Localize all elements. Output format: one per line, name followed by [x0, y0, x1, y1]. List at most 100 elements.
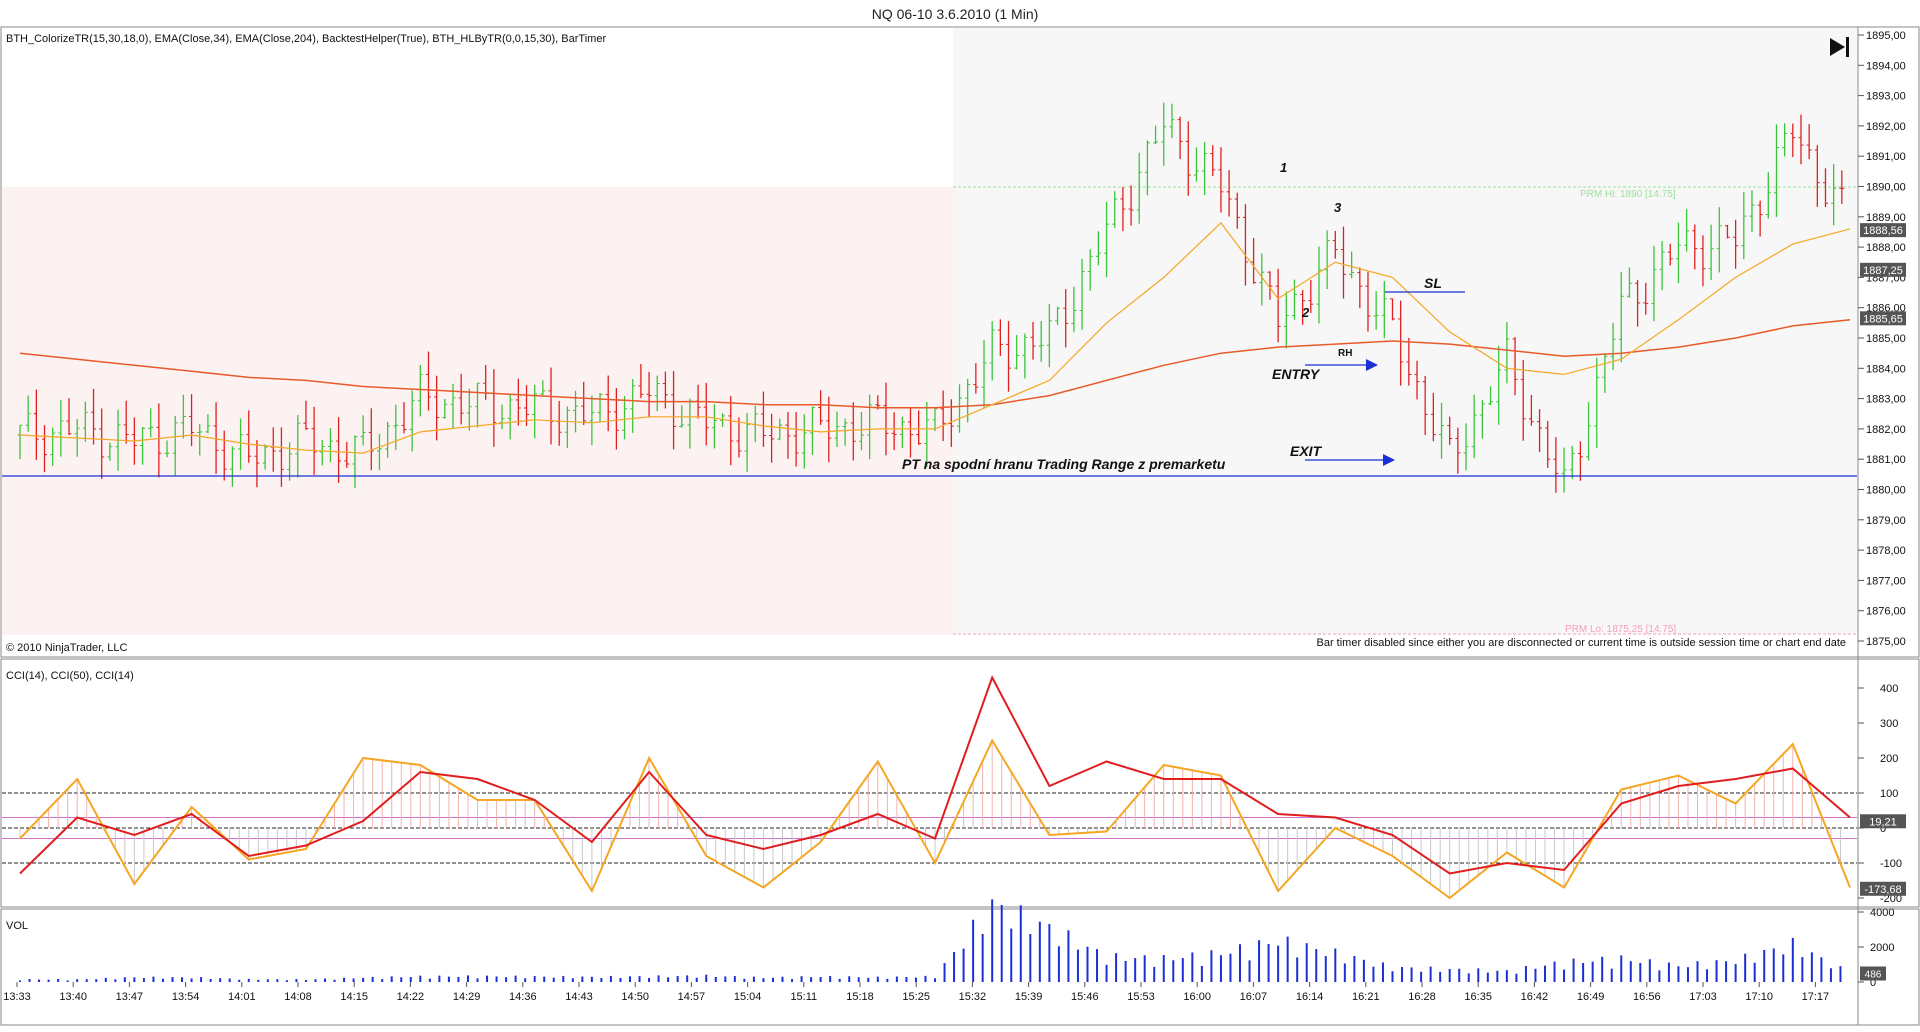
vol-badges: 486	[1860, 966, 1886, 981]
cci-tick-label: -100	[1880, 858, 1902, 870]
price-badge: 1887,25	[1863, 265, 1903, 277]
price-tick-label: 1885,00	[1866, 333, 1906, 345]
time-tick-label: 13:33	[3, 991, 31, 1003]
session-zone	[953, 28, 1857, 634]
price-axis: 1895,00 1894,00 1893,00 1892,00 1891,00 1890,…	[1858, 30, 1906, 648]
annotation-2: 2	[1301, 305, 1310, 320]
time-tick-label: 17:03	[1689, 991, 1717, 1003]
annotation-entry: ENTRY	[1272, 366, 1321, 382]
annotation-rh: RH	[1338, 348, 1352, 359]
price-tick-label: 1875,00	[1866, 636, 1906, 648]
cci-label: CCI(14), CCI(50), CCI(14)	[6, 670, 134, 682]
vol-badge-bg	[1860, 966, 1886, 981]
skip-to-end-icon[interactable]	[1824, 34, 1852, 60]
price-tick-label: 1880,00	[1866, 485, 1906, 497]
annotation-3: 3	[1334, 200, 1342, 215]
exit-arrow-head-icon	[1383, 454, 1395, 466]
price-tick-label: 1877,00	[1866, 575, 1906, 587]
time-tick-label: 13:47	[116, 991, 144, 1003]
cci-histogram	[19, 740, 1841, 898]
price-tick-label: 1892,00	[1866, 121, 1906, 133]
time-tick-label: 14:22	[397, 991, 425, 1003]
time-tick-label: 16:00	[1183, 991, 1211, 1003]
price-tick-label: 1884,00	[1866, 363, 1906, 375]
entry-arrow-head-icon	[1366, 359, 1378, 371]
time-tick-label: 16:56	[1633, 991, 1661, 1003]
copyright-label: © 2010 NinjaTrader, LLC	[6, 642, 127, 654]
price-tick-label: 1891,00	[1866, 151, 1906, 163]
time-tick-label: 15:18	[846, 991, 874, 1003]
cci-badges: 19,21 -173,68	[1860, 814, 1906, 896]
cci-tick-label: 400	[1880, 683, 1898, 695]
price-bars	[17, 102, 1845, 493]
cci-badge-bg	[1860, 814, 1906, 829]
vol-badge: 486	[1865, 969, 1882, 980]
vol-tick-label: 2000	[1870, 942, 1894, 954]
time-tick-label: 16:49	[1577, 991, 1605, 1003]
price-tick-label: 1879,00	[1866, 515, 1906, 527]
price-tick-label: 1878,00	[1866, 545, 1906, 557]
time-tick-label: 16:28	[1408, 991, 1436, 1003]
volume-bars	[19, 899, 1842, 982]
price-tick-label: 1876,00	[1866, 606, 1906, 618]
price-tick-label: 1894,00	[1866, 60, 1906, 72]
time-tick-label: 15:32	[959, 991, 987, 1003]
cci-tick-label: 200	[1880, 753, 1898, 765]
annotation-sl: SL	[1424, 275, 1442, 291]
ema34-line	[19, 222, 1851, 454]
time-tick-label: 16:14	[1296, 991, 1324, 1003]
time-tick-label: 14:57	[678, 991, 706, 1003]
annotation-1: 1	[1280, 160, 1287, 175]
price-tick-label: 1888,00	[1866, 242, 1906, 254]
time-tick-label: 14:01	[228, 991, 256, 1003]
bar-timer-message: Bar timer disabled since either you are …	[1317, 637, 1847, 649]
time-tick-label: 16:35	[1464, 991, 1492, 1003]
price-tick-label: 1895,00	[1866, 30, 1906, 42]
vol-tick-label: 0	[1870, 977, 1876, 989]
annotation-exit: EXIT	[1290, 443, 1323, 459]
indicators-label: BTH_ColorizeTR(15,30,18,0), EMA(Close,34…	[6, 33, 606, 45]
time-tick-label: 15:25	[902, 991, 930, 1003]
price-badge-bg	[1860, 311, 1906, 326]
cci-tick-label: 300	[1880, 718, 1898, 730]
price-badge-bg	[1860, 262, 1906, 277]
price-tick-label: 1889,00	[1866, 212, 1906, 224]
price-badge: 1888,56	[1863, 225, 1903, 237]
time-tick-label: 16:07	[1240, 991, 1268, 1003]
cci-tick-label: 100	[1880, 788, 1898, 800]
ema204-line	[19, 319, 1851, 409]
annotation-pt: PT na spodní hranu Trading Range z prema…	[902, 456, 1226, 472]
cci-axis: 400 300 200 100 0 -100 -200	[2, 683, 1902, 905]
vol-panel-frame	[0, 908, 1920, 1026]
time-tick-label: 14:08	[284, 991, 312, 1003]
time-axis: 13:33 13:40 13:47 13:54 14:01 14:08 14:15 14:22…	[3, 982, 1829, 1003]
price-badges: 1888,56 1887,25 1885,65	[1860, 223, 1906, 326]
time-tick-label: 13:54	[172, 991, 200, 1003]
price-tick-label: 1881,00	[1866, 454, 1906, 466]
time-tick-label: 14:50	[621, 991, 649, 1003]
cci-panel-frame	[0, 658, 1920, 908]
cci-tick-label: -200	[1880, 893, 1902, 905]
price-tick-label: 1882,00	[1866, 424, 1906, 436]
time-tick-label: 14:36	[509, 991, 537, 1003]
cci-red-line	[19, 675, 1851, 875]
time-tick-label: 15:46	[1071, 991, 1099, 1003]
time-tick-label: 16:42	[1521, 991, 1549, 1003]
vol-label: VOL	[6, 920, 28, 932]
time-tick-label: 15:11	[790, 991, 817, 1003]
vol-axis: 4000 2000 0	[1858, 907, 1894, 989]
price-badge: 1885,65	[1863, 313, 1903, 325]
price-tick-label: 1883,00	[1866, 394, 1906, 406]
time-tick-label: 14:43	[565, 991, 593, 1003]
cci-orange-line	[19, 738, 1851, 900]
cci-badge: -173,68	[1864, 884, 1901, 896]
cci-badge-bg	[1860, 881, 1906, 896]
window-title: NQ 06-10 3.6.2010 (1 Min)	[872, 6, 1039, 22]
time-tick-label: 17:10	[1745, 991, 1773, 1003]
time-tick-label: 16:21	[1352, 991, 1380, 1003]
time-tick-label: 15:53	[1127, 991, 1155, 1003]
price-tick-label: 1893,00	[1866, 91, 1906, 103]
price-tick-label: 1890,00	[1866, 182, 1906, 194]
